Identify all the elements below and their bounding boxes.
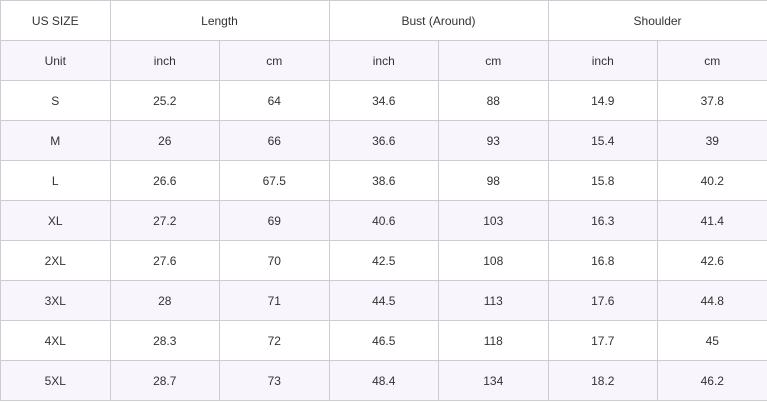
value-cell: 69 <box>219 200 330 241</box>
table-row: 5XL 28.7 73 48.4 134 18.2 46.2 <box>0 360 767 401</box>
value-cell: 113 <box>438 280 549 321</box>
value-cell: 71 <box>219 280 330 321</box>
value-cell: 118 <box>438 320 549 361</box>
value-cell: 39 <box>657 120 767 161</box>
value-cell: 14.9 <box>547 80 659 121</box>
value-cell: 48.4 <box>328 360 440 401</box>
unit-row: Unit inch cm inch cm inch cm <box>0 40 767 81</box>
value-cell: 27.6 <box>109 240 220 281</box>
table-row: L 26.6 67.5 38.6 98 15.8 40.2 <box>0 160 767 201</box>
table-row: M 26 66 36.6 93 15.4 39 <box>0 120 767 161</box>
value-cell: 34.6 <box>328 80 440 121</box>
unit-cell: inch <box>328 40 440 81</box>
value-cell: 16.8 <box>547 240 659 281</box>
value-cell: 134 <box>438 360 549 401</box>
value-cell: 28 <box>109 280 220 321</box>
value-cell: 73 <box>219 360 330 401</box>
value-cell: 25.2 <box>109 80 220 121</box>
value-cell: 18.2 <box>547 360 659 401</box>
value-cell: 28.7 <box>109 360 220 401</box>
size-cell: 3XL <box>0 280 111 321</box>
table-row: 4XL 28.3 72 46.5 118 17.7 45 <box>0 320 767 361</box>
value-cell: 26.6 <box>109 160 220 201</box>
size-cell: 2XL <box>0 240 111 281</box>
size-cell: 4XL <box>0 320 111 361</box>
value-cell: 15.8 <box>547 160 659 201</box>
value-cell: 28.3 <box>109 320 220 361</box>
value-cell: 42.5 <box>328 240 440 281</box>
value-cell: 41.4 <box>657 200 767 241</box>
shoulder-header: Shoulder <box>547 0 767 41</box>
value-cell: 44.5 <box>328 280 440 321</box>
value-cell: 36.6 <box>328 120 440 161</box>
size-header: US SIZE <box>0 0 111 41</box>
table-row: XL 27.2 69 40.6 103 16.3 41.4 <box>0 200 767 241</box>
value-cell: 26 <box>109 120 220 161</box>
value-cell: 17.7 <box>547 320 659 361</box>
table-row: 3XL 28 71 44.5 113 17.6 44.8 <box>0 280 767 321</box>
value-cell: 16.3 <box>547 200 659 241</box>
value-cell: 27.2 <box>109 200 220 241</box>
unit-cell: inch <box>109 40 220 81</box>
length-header: Length <box>109 0 330 41</box>
table-row: 2XL 27.6 70 42.5 108 16.8 42.6 <box>0 240 767 281</box>
value-cell: 67.5 <box>219 160 330 201</box>
size-cell: S <box>0 80 111 121</box>
size-cell: XL <box>0 200 111 241</box>
value-cell: 66 <box>219 120 330 161</box>
value-cell: 98 <box>438 160 549 201</box>
value-cell: 70 <box>219 240 330 281</box>
value-cell: 46.5 <box>328 320 440 361</box>
value-cell: 42.6 <box>657 240 767 281</box>
header-row: US SIZE Length Bust (Around) Shoulder <box>0 0 767 41</box>
value-cell: 40.2 <box>657 160 767 201</box>
unit-label: Unit <box>0 40 111 81</box>
value-cell: 72 <box>219 320 330 361</box>
value-cell: 64 <box>219 80 330 121</box>
value-cell: 37.8 <box>657 80 767 121</box>
table-row: S 25.2 64 34.6 88 14.9 37.8 <box>0 80 767 121</box>
bust-header: Bust (Around) <box>328 0 549 41</box>
value-cell: 44.8 <box>657 280 767 321</box>
value-cell: 17.6 <box>547 280 659 321</box>
size-cell: 5XL <box>0 360 111 401</box>
unit-cell: cm <box>219 40 330 81</box>
value-cell: 40.6 <box>328 200 440 241</box>
value-cell: 46.2 <box>657 360 767 401</box>
value-cell: 108 <box>438 240 549 281</box>
value-cell: 38.6 <box>328 160 440 201</box>
unit-cell: inch <box>547 40 659 81</box>
value-cell: 88 <box>438 80 549 121</box>
unit-cell: cm <box>657 40 767 81</box>
unit-cell: cm <box>438 40 549 81</box>
value-cell: 15.4 <box>547 120 659 161</box>
size-cell: M <box>0 120 111 161</box>
value-cell: 103 <box>438 200 549 241</box>
value-cell: 45 <box>657 320 767 361</box>
value-cell: 93 <box>438 120 549 161</box>
size-cell: L <box>0 160 111 201</box>
